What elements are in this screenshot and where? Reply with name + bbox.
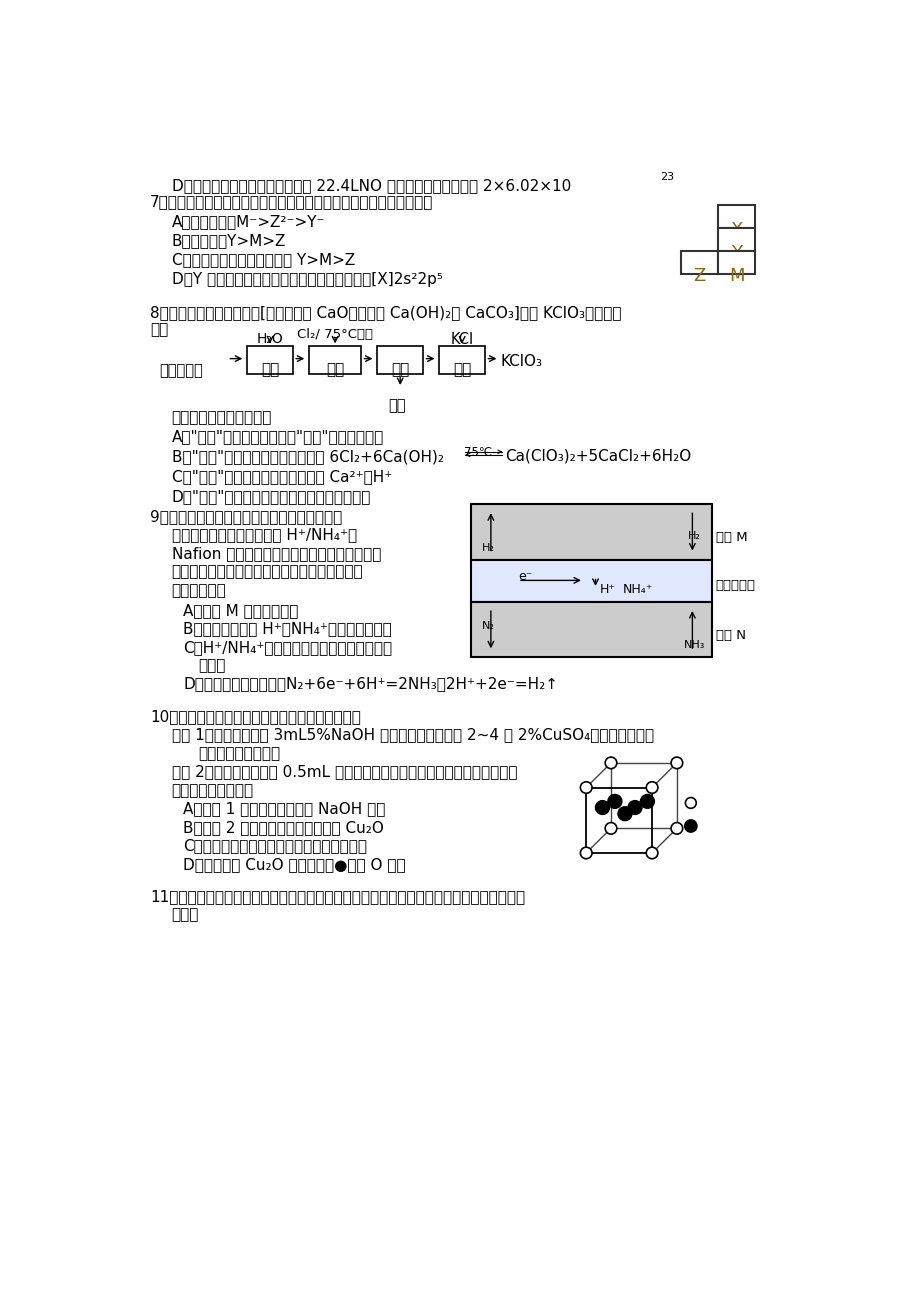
Circle shape <box>607 795 621 808</box>
Text: 23: 23 <box>659 172 674 182</box>
Bar <box>377 346 423 373</box>
Text: B．离子交换膜中 H⁺、NH₄⁺浓度均保持不变: B．离子交换膜中 H⁺、NH₄⁺浓度均保持不变 <box>183 621 391 636</box>
Text: 确的是: 确的是 <box>171 908 199 922</box>
Text: 子能力: 子能力 <box>199 658 226 673</box>
Circle shape <box>645 782 657 794</box>
Circle shape <box>645 847 657 859</box>
Text: B．"氯化"中主要发生的化学反应为 6Cl₂+6Ca(OH)₂: B．"氯化"中主要发生的化学反应为 6Cl₂+6Ca(OH)₂ <box>171 449 443 463</box>
Text: A．离子半径：M⁻>Z²⁻>Y⁻: A．离子半径：M⁻>Z²⁻>Y⁻ <box>171 213 324 229</box>
Bar <box>471 602 711 657</box>
Text: 电极 M: 电极 M <box>715 531 746 544</box>
Text: Z: Z <box>693 267 705 285</box>
Circle shape <box>605 822 616 834</box>
Text: 8．用久置空气中的生石灰[主要成分为 CaO，还含有 Ca(OH)₂和 CaCO₃]制取 KClO₃的流程如: 8．用久置空气中的生石灰[主要成分为 CaO，还含有 Ca(OH)₂和 CaCO… <box>150 304 620 320</box>
Text: 步骤 1：向试管中加入 3mL5%NaOH 溶液，边振荡边滴加 2~4 滴 2%CuSO₄溶液，观察到有: 步骤 1：向试管中加入 3mL5%NaOH 溶液，边振荡边滴加 2~4 滴 2%… <box>171 727 653 743</box>
Text: Cl₂/ 75°C水浴: Cl₂/ 75°C水浴 <box>297 328 373 341</box>
Bar <box>471 505 711 559</box>
Text: 步骤 2：再向试管中加入 0.5mL 乙醛溶液，加热，观察到有砖红色沉淀产生。: 步骤 2：再向试管中加入 0.5mL 乙醛溶液，加热，观察到有砖红色沉淀产生。 <box>171 765 516 779</box>
Text: D．Y 元素基态原子的简化电子排布式可表示为[X]2s²2p⁵: D．Y 元素基态原子的简化电子排布式可表示为[X]2s²2p⁵ <box>171 272 442 286</box>
Text: KClO₃: KClO₃ <box>501 354 542 369</box>
Text: D．"转化"时发生的化学反应属于氧化还原反应: D．"转化"时发生的化学反应属于氧化还原反应 <box>171 489 370 503</box>
Text: KCl: KCl <box>450 332 473 346</box>
Circle shape <box>580 782 591 794</box>
Text: Ca(ClO₃)₂+5CaCl₂+6H₂O: Ca(ClO₃)₂+5CaCl₂+6H₂O <box>505 449 690 463</box>
Text: A．"打浆"的目的是为了提高"氯化"时的反应速率: A．"打浆"的目的是为了提高"氯化"时的反应速率 <box>171 429 383 444</box>
Text: e⁻: e⁻ <box>517 570 532 583</box>
Text: B．电负性：Y>M>Z: B．电负性：Y>M>Z <box>171 233 286 248</box>
Circle shape <box>595 800 608 814</box>
Text: 常压下电化学合成氨，原理如下图所示。下列说: 常压下电化学合成氨，原理如下图所示。下列说 <box>171 565 363 579</box>
Text: 下列说法不正确的是: 下列说法不正确的是 <box>171 783 254 798</box>
Circle shape <box>670 822 682 834</box>
Bar <box>471 559 711 602</box>
Bar <box>717 228 754 251</box>
Text: 氯化: 氯化 <box>325 363 344 377</box>
Text: NH₃: NH₃ <box>683 640 705 650</box>
Bar <box>680 251 717 275</box>
Text: H₂: H₂ <box>482 543 494 553</box>
Text: 久置生石灰: 久置生石灰 <box>159 363 203 379</box>
Circle shape <box>580 847 591 859</box>
Text: 75℃: 75℃ <box>463 446 492 459</box>
Circle shape <box>685 798 696 808</box>
Text: D．阴极的电极反应式：N₂+6e⁻+6H⁺=2NH₃，2H⁺+2e⁻=H₂↑: D．阴极的电极反应式：N₂+6e⁻+6H⁺=2NH₃，2H⁺+2e⁻=H₂↑ <box>183 677 558 692</box>
Text: 打浆: 打浆 <box>261 363 278 377</box>
Text: D．标准状况下，该反应中每生成 22.4LNO 转移电子的数目约等于 2×6.02×10: D．标准状况下，该反应中每生成 22.4LNO 转移电子的数目约等于 2×6.0… <box>171 178 570 193</box>
Text: Nafion 膜作电解质，在一定条件下实现了常温: Nafion 膜作电解质，在一定条件下实现了常温 <box>171 545 380 561</box>
Text: H₂: H₂ <box>687 531 700 541</box>
Text: 滤渣: 滤渣 <box>388 398 405 412</box>
Text: 9．对固体电解质体系的研究是电化学研究的重: 9．对固体电解质体系的研究是电化学研究的重 <box>150 509 342 524</box>
Text: Y: Y <box>731 243 742 262</box>
Circle shape <box>670 757 682 769</box>
Circle shape <box>605 757 616 769</box>
Text: A．电极 M 接电源的正极: A．电极 M 接电源的正极 <box>183 602 299 618</box>
Bar <box>717 251 754 275</box>
Circle shape <box>684 820 697 833</box>
Text: C．简单气态氢化物的稳定性 Y>M>Z: C．简单气态氢化物的稳定性 Y>M>Z <box>171 252 355 268</box>
Text: 蓝色絮状沉淀产生。: 蓝色絮状沉淀产生。 <box>199 745 280 761</box>
Text: 下面有关说法不正确的是: 下面有关说法不正确的是 <box>171 410 272 425</box>
Text: A．步骤 1 中必须加入过量的 NaOH 溶液: A．步骤 1 中必须加入过量的 NaOH 溶液 <box>183 801 385 817</box>
Text: H⁺: H⁺ <box>598 583 615 596</box>
Text: 11．羟甲香豆素（丙）是一种治疗胆结石的药物，部分合成路线如下图所示。下列说法不正: 11．羟甲香豆素（丙）是一种治疗胆结石的药物，部分合成路线如下图所示。下列说法不… <box>150 889 525 904</box>
Text: NH₄⁺: NH₄⁺ <box>622 583 652 596</box>
Text: 过滤: 过滤 <box>391 363 409 377</box>
Text: M: M <box>728 267 743 285</box>
Text: 电极 N: 电极 N <box>715 628 744 641</box>
Text: C．H⁺/NH₄⁺型离子交换膜具有较高的传导质: C．H⁺/NH₄⁺型离子交换膜具有较高的传导质 <box>183 640 391 654</box>
Text: C．"过滤"后滤液中存在的阳离子有 Ca²⁺、H⁺: C．"过滤"后滤液中存在的阳离子有 Ca²⁺、H⁺ <box>171 468 391 484</box>
Text: 要领域之一。用离子交换膜 H⁺/NH₄⁺型: 要领域之一。用离子交换膜 H⁺/NH₄⁺型 <box>171 527 357 543</box>
Circle shape <box>640 795 653 808</box>
Text: 7．如右图所示为元素周期表中短周期的一部分，下列说法不正确的是: 7．如右图所示为元素周期表中短周期的一部分，下列说法不正确的是 <box>150 195 433 209</box>
Bar <box>717 204 754 228</box>
Text: N₂: N₂ <box>482 621 494 631</box>
Bar <box>309 346 361 373</box>
Text: B．步骤 2 中观察到的砖红色沉淀为 Cu₂O: B．步骤 2 中观察到的砖红色沉淀为 Cu₂O <box>183 820 383 835</box>
Text: C．上述实验说明乙醛能被新制氢氧化铜氧化: C．上述实验说明乙醛能被新制氢氧化铜氧化 <box>183 838 367 853</box>
Text: H₂O: H₂O <box>256 332 283 346</box>
Circle shape <box>618 807 631 821</box>
Bar <box>438 346 485 373</box>
Text: 转化: 转化 <box>452 363 471 377</box>
Text: 10．乙醛与新制氢氧化铜悬浊液反应的实验如下：: 10．乙醛与新制氢氧化铜悬浊液反应的实验如下： <box>150 709 360 723</box>
Text: 法不正确的是: 法不正确的是 <box>171 583 226 597</box>
Bar <box>246 346 293 373</box>
Text: 下。: 下。 <box>150 321 168 337</box>
Text: 离子交换膜: 离子交换膜 <box>715 579 754 592</box>
Text: D．右图所示 Cu₂O 的晶胞中，●表示 O 原子: D．右图所示 Cu₂O 的晶胞中，●表示 O 原子 <box>183 857 405 872</box>
Text: X: X <box>730 221 742 239</box>
Circle shape <box>628 800 641 814</box>
